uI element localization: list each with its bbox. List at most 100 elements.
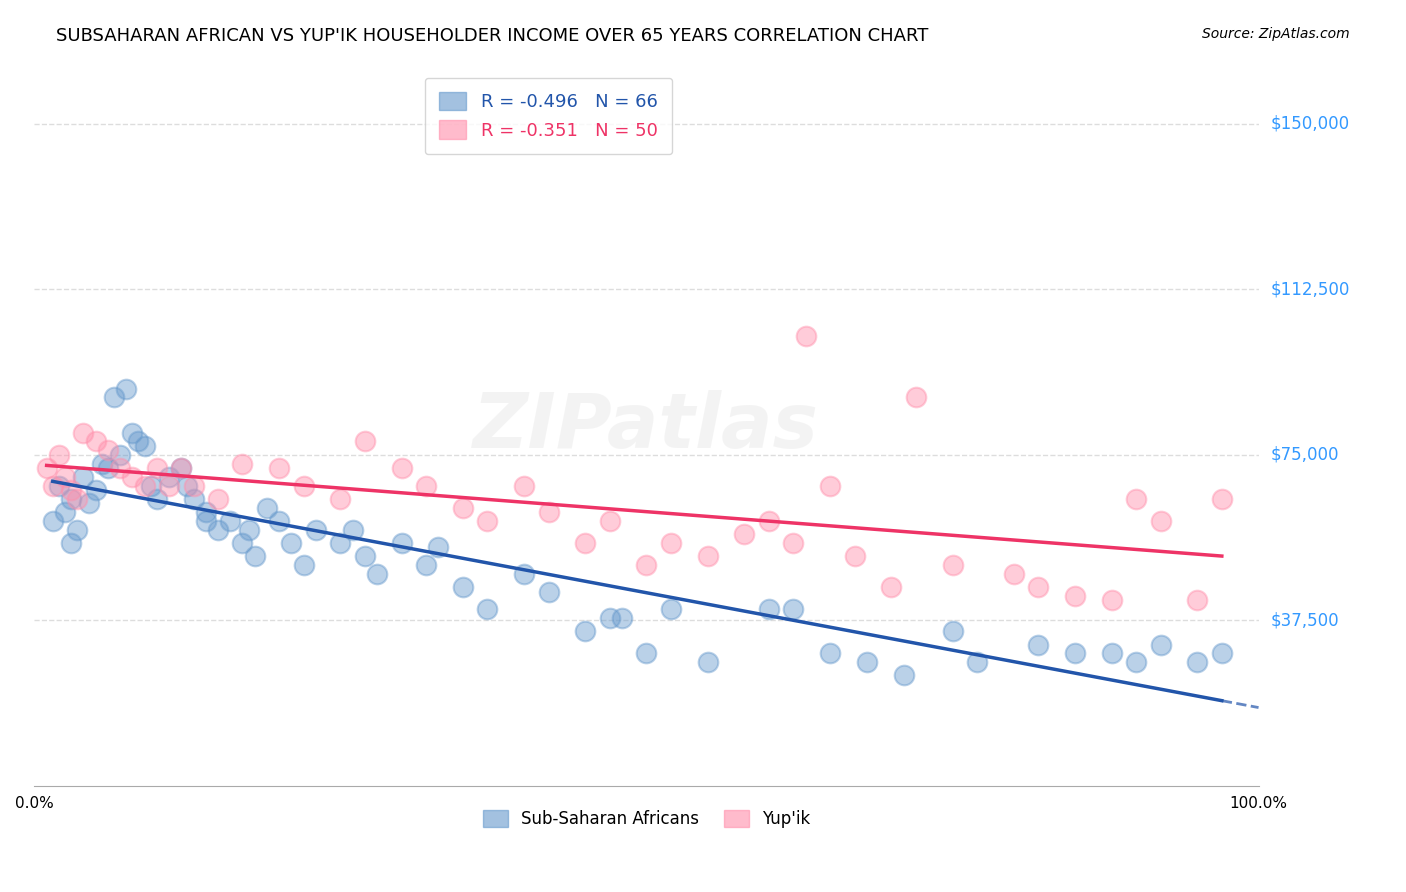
Point xyxy=(1101,646,1123,660)
Point xyxy=(79,496,101,510)
Point xyxy=(696,655,718,669)
Text: $75,000: $75,000 xyxy=(1271,446,1340,464)
Point xyxy=(42,514,65,528)
Point xyxy=(60,536,83,550)
Legend: Sub-Saharan Africans, Yup'ik: Sub-Saharan Africans, Yup'ik xyxy=(475,804,817,835)
Point xyxy=(599,514,621,528)
Point xyxy=(207,491,229,506)
Point xyxy=(170,461,193,475)
Point xyxy=(72,425,94,440)
Point xyxy=(537,505,560,519)
Point xyxy=(610,611,633,625)
Point xyxy=(391,536,413,550)
Point xyxy=(157,470,180,484)
Point xyxy=(574,624,596,639)
Point xyxy=(183,491,205,506)
Point xyxy=(146,491,169,506)
Point xyxy=(329,536,352,550)
Point xyxy=(477,514,499,528)
Point xyxy=(782,602,804,616)
Point xyxy=(758,514,780,528)
Point xyxy=(342,523,364,537)
Point xyxy=(513,478,536,492)
Point xyxy=(292,558,315,573)
Point xyxy=(84,434,107,449)
Point xyxy=(366,566,388,581)
Point xyxy=(231,457,253,471)
Text: $112,500: $112,500 xyxy=(1271,280,1350,298)
Point xyxy=(794,328,817,343)
Point xyxy=(354,434,377,449)
Point xyxy=(269,461,291,475)
Point xyxy=(415,478,437,492)
Point xyxy=(1064,589,1087,603)
Point xyxy=(941,624,963,639)
Point xyxy=(1187,593,1209,607)
Point xyxy=(90,457,112,471)
Point xyxy=(35,461,58,475)
Point xyxy=(238,523,260,537)
Point xyxy=(97,443,120,458)
Point xyxy=(1026,580,1049,594)
Text: $37,500: $37,500 xyxy=(1271,611,1340,629)
Point xyxy=(636,558,658,573)
Point xyxy=(329,491,352,506)
Point xyxy=(66,523,89,537)
Point xyxy=(758,602,780,616)
Point xyxy=(256,500,278,515)
Point xyxy=(1125,491,1147,506)
Point xyxy=(157,478,180,492)
Point xyxy=(176,478,198,492)
Point xyxy=(1125,655,1147,669)
Point xyxy=(818,646,841,660)
Point xyxy=(782,536,804,550)
Point xyxy=(856,655,879,669)
Point xyxy=(115,382,138,396)
Point xyxy=(451,580,474,594)
Point xyxy=(427,541,450,555)
Point xyxy=(170,461,193,475)
Point xyxy=(183,478,205,492)
Point xyxy=(60,491,83,506)
Point xyxy=(280,536,302,550)
Point xyxy=(219,514,242,528)
Point xyxy=(84,483,107,497)
Text: ZIPatlas: ZIPatlas xyxy=(474,390,820,464)
Point xyxy=(1149,638,1171,652)
Point xyxy=(636,646,658,660)
Point xyxy=(48,448,70,462)
Point xyxy=(305,523,328,537)
Point xyxy=(733,527,755,541)
Point xyxy=(477,602,499,616)
Point xyxy=(659,602,682,616)
Point xyxy=(42,478,65,492)
Point xyxy=(108,461,131,475)
Point xyxy=(207,523,229,537)
Point xyxy=(66,491,89,506)
Point xyxy=(1211,491,1233,506)
Point xyxy=(1101,593,1123,607)
Point xyxy=(696,549,718,564)
Point xyxy=(121,425,143,440)
Point xyxy=(146,461,169,475)
Text: $150,000: $150,000 xyxy=(1271,115,1350,133)
Point xyxy=(60,483,83,497)
Point xyxy=(292,478,315,492)
Point xyxy=(893,668,915,682)
Point xyxy=(941,558,963,573)
Point xyxy=(1064,646,1087,660)
Text: SUBSAHARAN AFRICAN VS YUP'IK HOUSEHOLDER INCOME OVER 65 YEARS CORRELATION CHART: SUBSAHARAN AFRICAN VS YUP'IK HOUSEHOLDER… xyxy=(56,27,928,45)
Point xyxy=(880,580,903,594)
Point xyxy=(1026,638,1049,652)
Point xyxy=(121,470,143,484)
Point xyxy=(1149,514,1171,528)
Point xyxy=(134,478,156,492)
Point xyxy=(354,549,377,564)
Point xyxy=(103,390,125,404)
Point xyxy=(97,461,120,475)
Point xyxy=(574,536,596,550)
Point xyxy=(48,478,70,492)
Point xyxy=(1002,566,1025,581)
Point xyxy=(269,514,291,528)
Point xyxy=(818,478,841,492)
